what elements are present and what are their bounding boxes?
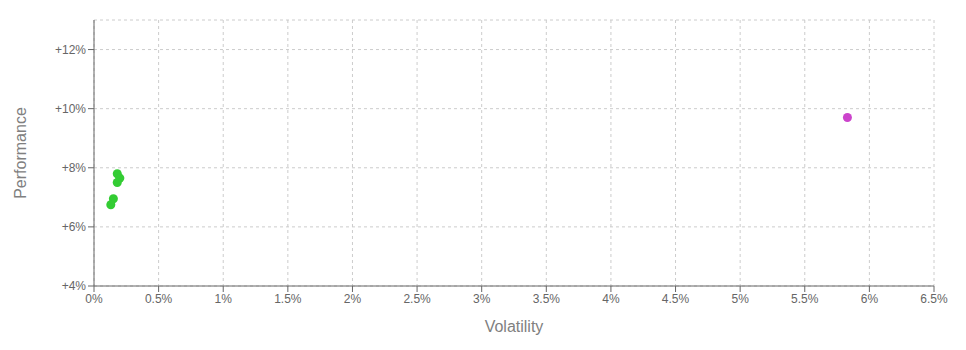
svg-text:5%: 5% [731,292,749,306]
svg-text:Volatility: Volatility [485,318,544,335]
svg-text:0%: 0% [85,292,103,306]
svg-text:6%: 6% [861,292,879,306]
svg-text:1.5%: 1.5% [274,292,302,306]
svg-text:+6%: +6% [62,220,87,234]
svg-text:+12%: +12% [55,43,86,57]
svg-text:1%: 1% [215,292,233,306]
svg-text:3.5%: 3.5% [533,292,561,306]
svg-text:+10%: +10% [55,102,86,116]
svg-text:+4%: +4% [62,279,87,293]
svg-text:2.5%: 2.5% [403,292,431,306]
svg-text:4%: 4% [602,292,620,306]
svg-text:4.5%: 4.5% [662,292,690,306]
svg-text:3%: 3% [473,292,491,306]
svg-text:+8%: +8% [62,161,87,175]
svg-text:5.5%: 5.5% [791,292,819,306]
svg-text:2%: 2% [344,292,362,306]
svg-text:Performance: Performance [12,107,29,199]
svg-text:0.5%: 0.5% [145,292,173,306]
svg-text:6.5%: 6.5% [920,292,948,306]
